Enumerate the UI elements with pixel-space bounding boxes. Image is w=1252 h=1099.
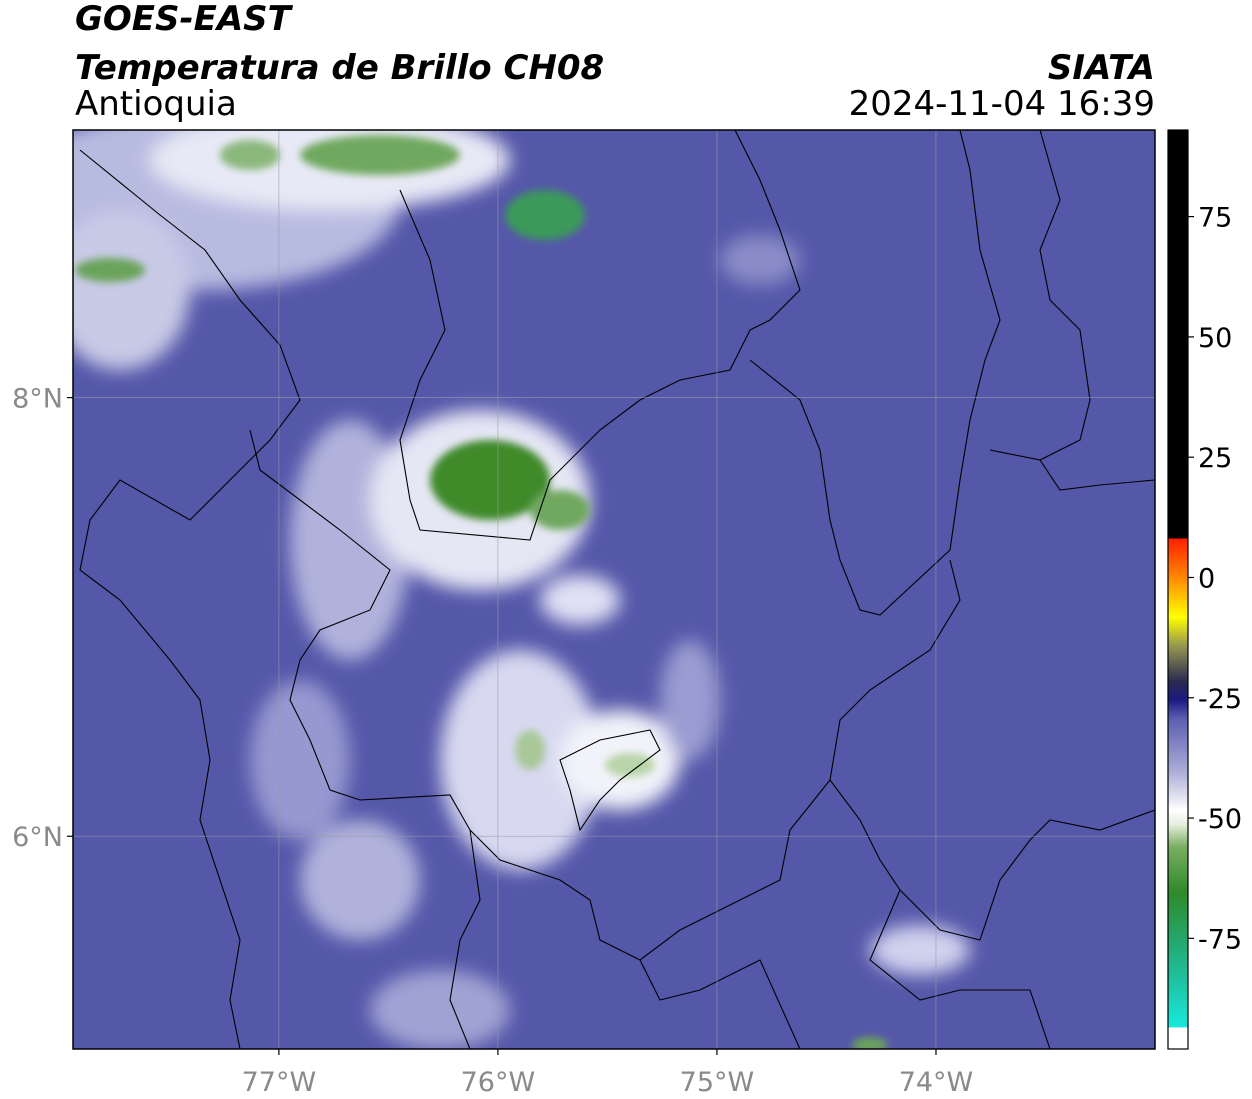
colorbar-tick-label: -50 [1198,804,1242,835]
map-image [73,130,1155,1049]
region: Antioquia [75,84,237,124]
colorbar-tick-label: 25 [1198,443,1232,474]
colorbar-tick-label: 50 [1198,323,1232,354]
colorbar [1167,129,1189,1050]
x-tick-label: 75°W [680,1067,755,1098]
grid [73,130,1155,1049]
subtitle: Temperatura de Brillo CH08 [75,48,604,88]
x-tick-label: 76°W [461,1067,536,1098]
colorbar-tick-label: -25 [1198,684,1242,715]
x-tick-label: 74°W [899,1067,974,1098]
cold-tops [75,135,888,1049]
y-tick-label: 6°N [12,822,63,853]
colorbar-tick-label: 0 [1198,563,1215,594]
datetime: 2024-11-04 16:39 [849,84,1155,124]
x-tick-label: 77°W [242,1067,317,1098]
borders [79,130,1155,1049]
title: GOES-EAST [75,0,294,39]
colorbar-tick-label: -75 [1198,924,1242,955]
colorbar-tick-label: 75 [1198,203,1232,234]
map-frame [72,129,1156,1050]
source: SIATA [1048,48,1155,88]
y-tick-label: 8°N [12,384,63,415]
